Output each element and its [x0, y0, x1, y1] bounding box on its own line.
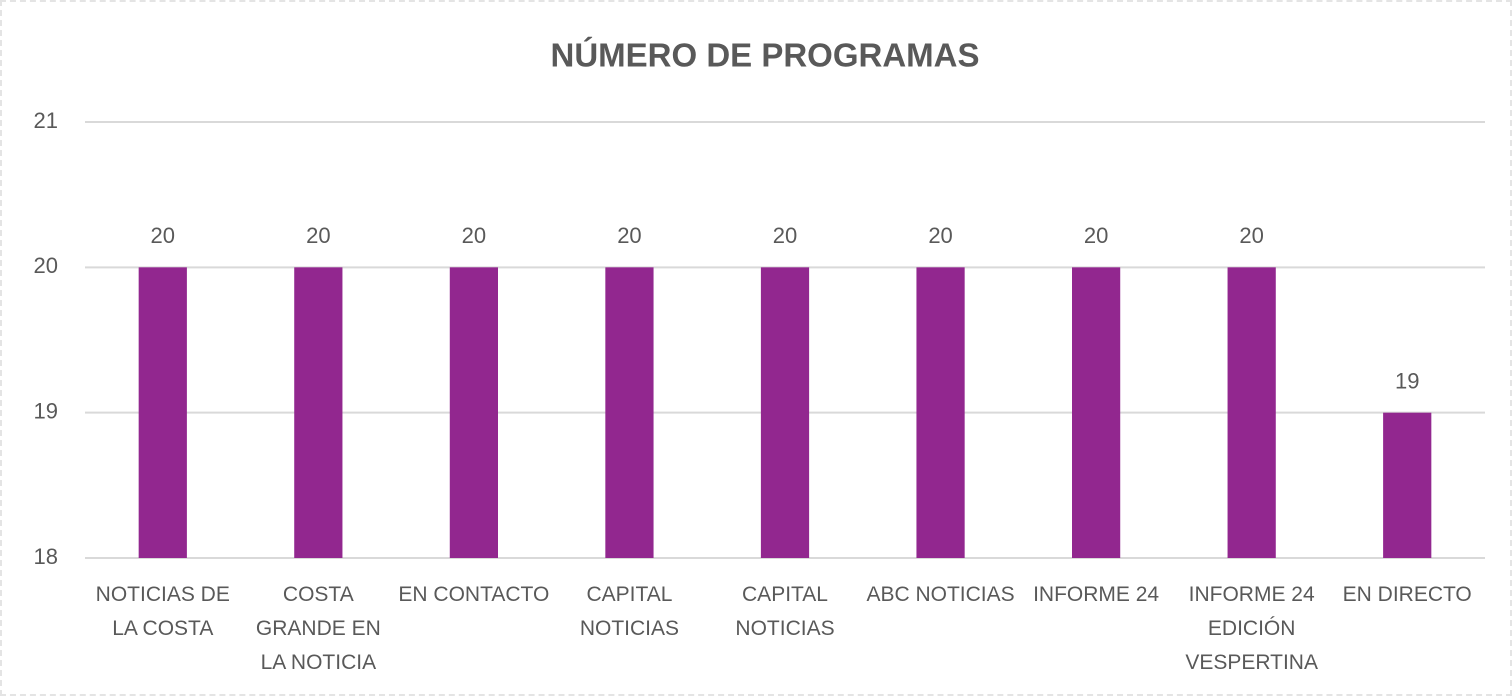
data-label: 20: [617, 223, 641, 248]
x-tick-label: EN CONTACTO: [398, 583, 550, 606]
data-label: 20: [1084, 223, 1108, 248]
bar: [1383, 412, 1432, 558]
data-label: 20: [928, 223, 952, 248]
data-label: 20: [773, 223, 797, 248]
x-tick-label: COSTA GRANDE EN LA NOTICIA: [255, 583, 381, 674]
x-tick-label: INFORME 24 EDICIÓN VESPERTINA: [1185, 583, 1318, 674]
bar: [138, 267, 187, 558]
x-tick-label: ABC NOTICIAS: [866, 583, 1015, 606]
bar: [294, 267, 343, 558]
x-tick-label: EN DIRECTO: [1342, 583, 1472, 606]
chart-title: NÚMERO DE PROGRAMAS: [550, 37, 979, 74]
y-tick-label: 21: [34, 108, 58, 133]
x-tick-label: CAPITAL NOTICIAS: [735, 583, 835, 640]
x-tick-label: INFORME 24: [1033, 583, 1160, 606]
bar: [605, 267, 654, 558]
x-tick-label: NOTICIAS DE LA COSTA: [95, 583, 230, 640]
y-tick-label: 20: [34, 253, 58, 278]
bar: [1227, 267, 1276, 558]
x-tick-label: CAPITAL NOTICIAS: [579, 583, 680, 640]
bar: [449, 267, 498, 558]
data-label: 20: [462, 223, 486, 248]
y-tick-label: 19: [34, 398, 58, 423]
bar: [916, 267, 965, 558]
bar: [1072, 267, 1121, 558]
bar: [760, 267, 810, 558]
data-label: 20: [1239, 223, 1263, 248]
y-tick-label: 18: [34, 544, 58, 569]
data-label: 19: [1395, 368, 1419, 393]
data-label: 20: [306, 223, 330, 248]
data-label: 20: [151, 223, 175, 248]
